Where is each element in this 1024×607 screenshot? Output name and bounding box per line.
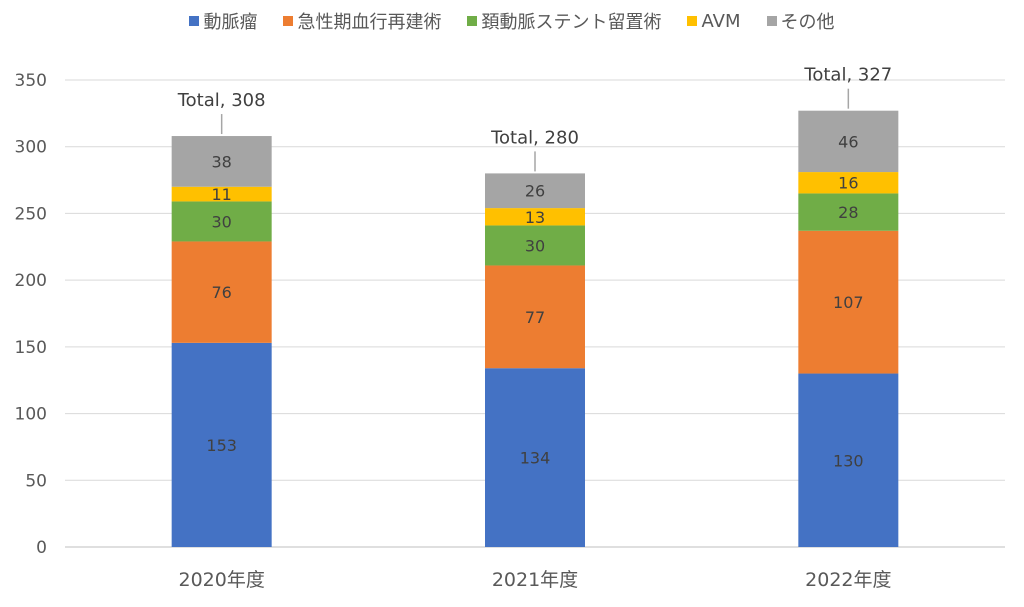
data-label: 30: [211, 212, 231, 231]
data-label: 153: [206, 436, 237, 455]
legend-label: その他: [780, 12, 835, 33]
bar-segment: [485, 225, 585, 266]
bar-segment: [798, 110, 899, 173]
y-tick-label: 350: [15, 71, 47, 91]
legend-item: その他: [766, 8, 835, 34]
total-label: Total, 327: [803, 65, 892, 86]
bar-segment: [171, 241, 272, 343]
bar-segment: [171, 342, 272, 547]
bar-segment: [171, 186, 272, 202]
data-label: 26: [525, 182, 545, 201]
y-tick-label: 200: [15, 271, 47, 291]
y-tick-label: 300: [15, 138, 47, 158]
legend-item: AVM: [687, 8, 741, 34]
y-tick-label: 100: [15, 405, 47, 425]
legend-swatch: [687, 16, 698, 26]
legend-label: 急性期血行再建術: [297, 12, 442, 33]
legend-label: 動脈瘤: [203, 12, 258, 33]
x-tick-label: 2021年度: [492, 569, 578, 591]
x-tick-label: 2022年度: [805, 569, 891, 591]
bar-segment: [171, 201, 272, 242]
data-label: 28: [838, 203, 858, 222]
legend-label: 頚動脈ステント留置術: [481, 12, 662, 33]
data-label: 76: [211, 283, 231, 302]
x-tick-label: 2020年度: [178, 569, 264, 591]
legend-item: 動脈瘤: [189, 8, 257, 34]
legend-swatch: [283, 16, 294, 26]
legend-swatch: [189, 16, 200, 26]
y-tick-label: 250: [15, 204, 47, 224]
y-tick-label: 0: [36, 538, 47, 558]
total-label: Total, 308: [177, 90, 266, 111]
data-label: 11: [211, 185, 231, 204]
legend-swatch: [467, 16, 478, 26]
legend-item: 頚動脈ステント留置術: [467, 8, 661, 34]
bar-segment: [485, 368, 585, 547]
data-label: 107: [833, 293, 864, 312]
data-label: 46: [838, 132, 858, 151]
legend-item: 急性期血行再建術: [283, 8, 441, 34]
data-label: 77: [525, 308, 545, 327]
bar-segment: [485, 265, 585, 369]
bar-segment: [798, 193, 899, 231]
total-label: Total, 280: [490, 127, 579, 148]
legend-swatch: [766, 16, 777, 26]
data-label: 30: [525, 236, 545, 255]
data-label: 13: [525, 208, 545, 227]
bar-segment: [485, 208, 585, 226]
y-tick-label: 150: [15, 338, 47, 358]
data-label: 134: [520, 449, 551, 468]
y-tick-label: 50: [25, 471, 47, 491]
bar-segment: [798, 373, 899, 547]
data-label: 130: [833, 451, 864, 470]
bar-segment: [798, 172, 899, 194]
data-label: 16: [838, 174, 858, 193]
bar-segment: [485, 173, 585, 209]
data-label: 38: [211, 152, 231, 171]
bar-segment: [798, 230, 899, 374]
bar-segment: [171, 136, 272, 187]
legend: 動脈瘤 急性期血行再建術 頚動脈ステント留置術 AVM その他: [0, 8, 1024, 34]
legend-label: AVM: [701, 10, 741, 32]
